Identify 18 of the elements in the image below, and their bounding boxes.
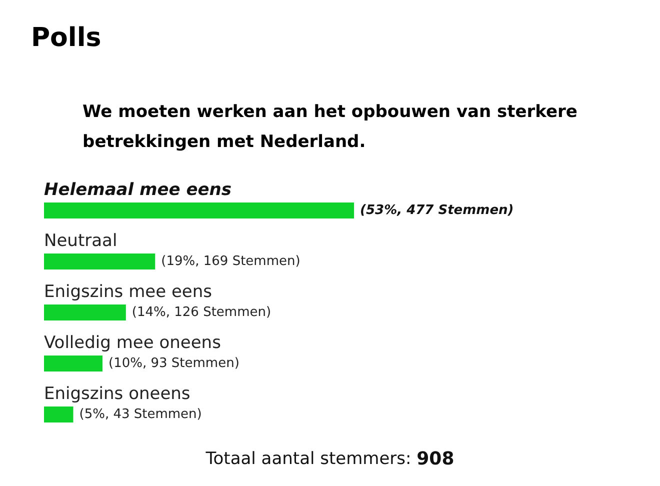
data-label: (10%, 93 Stemmen) xyxy=(108,356,240,371)
bar xyxy=(44,356,102,372)
y-tick-label: Enigszins mee eens xyxy=(44,282,212,302)
y-tick-label: Neutraal xyxy=(44,231,118,251)
y-tick-label: Helemaal mee eens xyxy=(44,180,232,200)
chart-title: Polls xyxy=(31,23,102,53)
text: Totaal aantal stemmers: 908 xyxy=(204,448,454,470)
data-label: (14%, 126 Stemmen) xyxy=(132,305,272,320)
data-label: (5%, 43 Stemmen) xyxy=(79,407,202,422)
bar xyxy=(44,202,354,218)
y-tick-label: Volledig mee oneens xyxy=(44,333,222,353)
data-label: (53%, 477 Stemmen) xyxy=(360,203,514,218)
chart-subtitle: We moeten werken aan het opbouwen van sterkere betrekkingen met Nederland. xyxy=(82,102,578,152)
data-label: (19%, 169 Stemmen) xyxy=(161,254,300,269)
bar xyxy=(44,304,126,320)
y-tick-label: Enigszins oneens xyxy=(44,384,190,404)
bar xyxy=(44,406,74,422)
bar xyxy=(44,254,156,270)
